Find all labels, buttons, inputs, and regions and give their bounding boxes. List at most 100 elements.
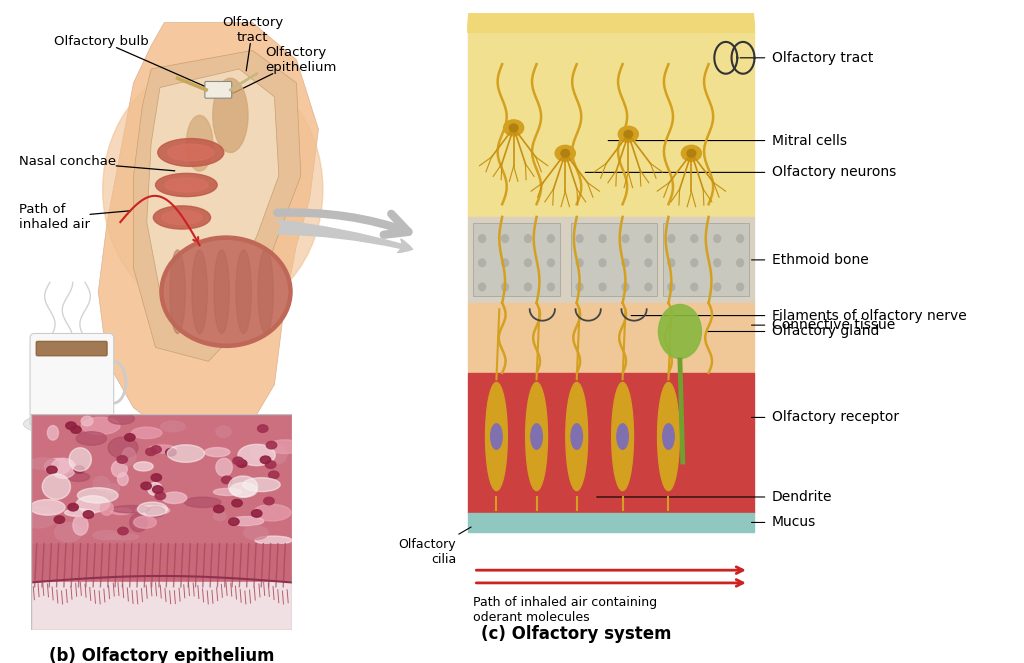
- Ellipse shape: [42, 474, 71, 499]
- Ellipse shape: [191, 250, 207, 333]
- Text: Mitral cells: Mitral cells: [608, 133, 847, 148]
- Ellipse shape: [54, 522, 82, 542]
- Ellipse shape: [145, 507, 165, 517]
- Ellipse shape: [265, 461, 275, 469]
- Ellipse shape: [170, 250, 185, 333]
- Ellipse shape: [165, 178, 208, 192]
- Ellipse shape: [252, 443, 287, 463]
- Ellipse shape: [81, 417, 120, 434]
- Ellipse shape: [736, 235, 743, 243]
- Ellipse shape: [66, 422, 76, 430]
- Ellipse shape: [268, 447, 287, 463]
- Ellipse shape: [530, 424, 543, 450]
- FancyBboxPatch shape: [663, 223, 749, 296]
- Ellipse shape: [645, 259, 652, 267]
- Ellipse shape: [74, 465, 85, 473]
- Ellipse shape: [51, 458, 76, 479]
- Ellipse shape: [524, 283, 531, 291]
- Ellipse shape: [47, 466, 57, 473]
- Ellipse shape: [238, 444, 275, 465]
- Ellipse shape: [158, 139, 224, 166]
- FancyBboxPatch shape: [36, 341, 108, 356]
- Ellipse shape: [611, 383, 634, 491]
- Ellipse shape: [645, 283, 652, 291]
- Ellipse shape: [81, 416, 93, 426]
- Ellipse shape: [260, 456, 270, 463]
- Ellipse shape: [509, 124, 518, 132]
- Ellipse shape: [76, 496, 110, 512]
- FancyBboxPatch shape: [205, 82, 231, 98]
- Ellipse shape: [691, 283, 697, 291]
- Ellipse shape: [490, 424, 502, 450]
- Ellipse shape: [645, 235, 652, 243]
- Text: Olfactory
tract: Olfactory tract: [222, 15, 283, 71]
- FancyBboxPatch shape: [31, 544, 292, 587]
- Ellipse shape: [162, 210, 202, 224]
- Ellipse shape: [167, 445, 205, 462]
- Ellipse shape: [166, 448, 176, 456]
- Text: Filaments of olfactory nerve: Filaments of olfactory nerve: [631, 308, 967, 323]
- Ellipse shape: [714, 259, 721, 267]
- PathPatch shape: [146, 69, 279, 315]
- Ellipse shape: [155, 492, 166, 500]
- Ellipse shape: [657, 383, 679, 491]
- Text: Connective tissue: Connective tissue: [752, 318, 895, 332]
- Ellipse shape: [214, 250, 229, 333]
- Ellipse shape: [148, 445, 176, 453]
- Ellipse shape: [599, 259, 606, 267]
- Ellipse shape: [78, 488, 118, 503]
- Text: (b) Olfactory epithelium: (b) Olfactory epithelium: [48, 647, 274, 663]
- Ellipse shape: [92, 530, 121, 540]
- Ellipse shape: [68, 503, 79, 511]
- Ellipse shape: [135, 506, 170, 515]
- Ellipse shape: [106, 534, 138, 540]
- Ellipse shape: [252, 510, 262, 517]
- Ellipse shape: [258, 425, 268, 432]
- Ellipse shape: [599, 235, 606, 243]
- Ellipse shape: [228, 476, 257, 497]
- PathPatch shape: [133, 50, 301, 361]
- Ellipse shape: [714, 283, 721, 291]
- Ellipse shape: [571, 424, 583, 450]
- FancyBboxPatch shape: [468, 32, 755, 217]
- Ellipse shape: [125, 434, 135, 441]
- Text: Ethmoid bone: Ethmoid bone: [752, 253, 868, 267]
- FancyBboxPatch shape: [468, 303, 755, 373]
- Ellipse shape: [236, 250, 251, 333]
- Ellipse shape: [109, 437, 138, 458]
- FancyBboxPatch shape: [31, 583, 292, 630]
- Ellipse shape: [112, 505, 150, 513]
- Ellipse shape: [71, 426, 81, 434]
- Ellipse shape: [624, 131, 633, 138]
- Ellipse shape: [118, 473, 128, 485]
- Ellipse shape: [502, 283, 509, 291]
- Ellipse shape: [267, 440, 303, 453]
- Text: Olfactory receptor: Olfactory receptor: [752, 410, 899, 424]
- Ellipse shape: [102, 62, 323, 317]
- Ellipse shape: [681, 145, 701, 161]
- Ellipse shape: [47, 426, 58, 440]
- Ellipse shape: [160, 236, 292, 347]
- Ellipse shape: [228, 518, 239, 526]
- FancyBboxPatch shape: [30, 333, 114, 426]
- Ellipse shape: [156, 173, 217, 196]
- FancyBboxPatch shape: [31, 414, 292, 630]
- Ellipse shape: [186, 115, 213, 171]
- Ellipse shape: [161, 421, 185, 432]
- Ellipse shape: [44, 458, 71, 475]
- Ellipse shape: [130, 513, 147, 532]
- Ellipse shape: [618, 126, 638, 142]
- Ellipse shape: [231, 499, 243, 507]
- Ellipse shape: [112, 461, 127, 477]
- Ellipse shape: [213, 78, 248, 152]
- Ellipse shape: [141, 482, 152, 490]
- Ellipse shape: [478, 259, 485, 267]
- Ellipse shape: [668, 283, 675, 291]
- Ellipse shape: [216, 458, 232, 476]
- Ellipse shape: [162, 492, 186, 503]
- Ellipse shape: [255, 536, 292, 544]
- Ellipse shape: [54, 516, 65, 523]
- Text: Olfactory bulb: Olfactory bulb: [54, 34, 210, 89]
- Ellipse shape: [524, 259, 531, 267]
- Ellipse shape: [504, 120, 523, 136]
